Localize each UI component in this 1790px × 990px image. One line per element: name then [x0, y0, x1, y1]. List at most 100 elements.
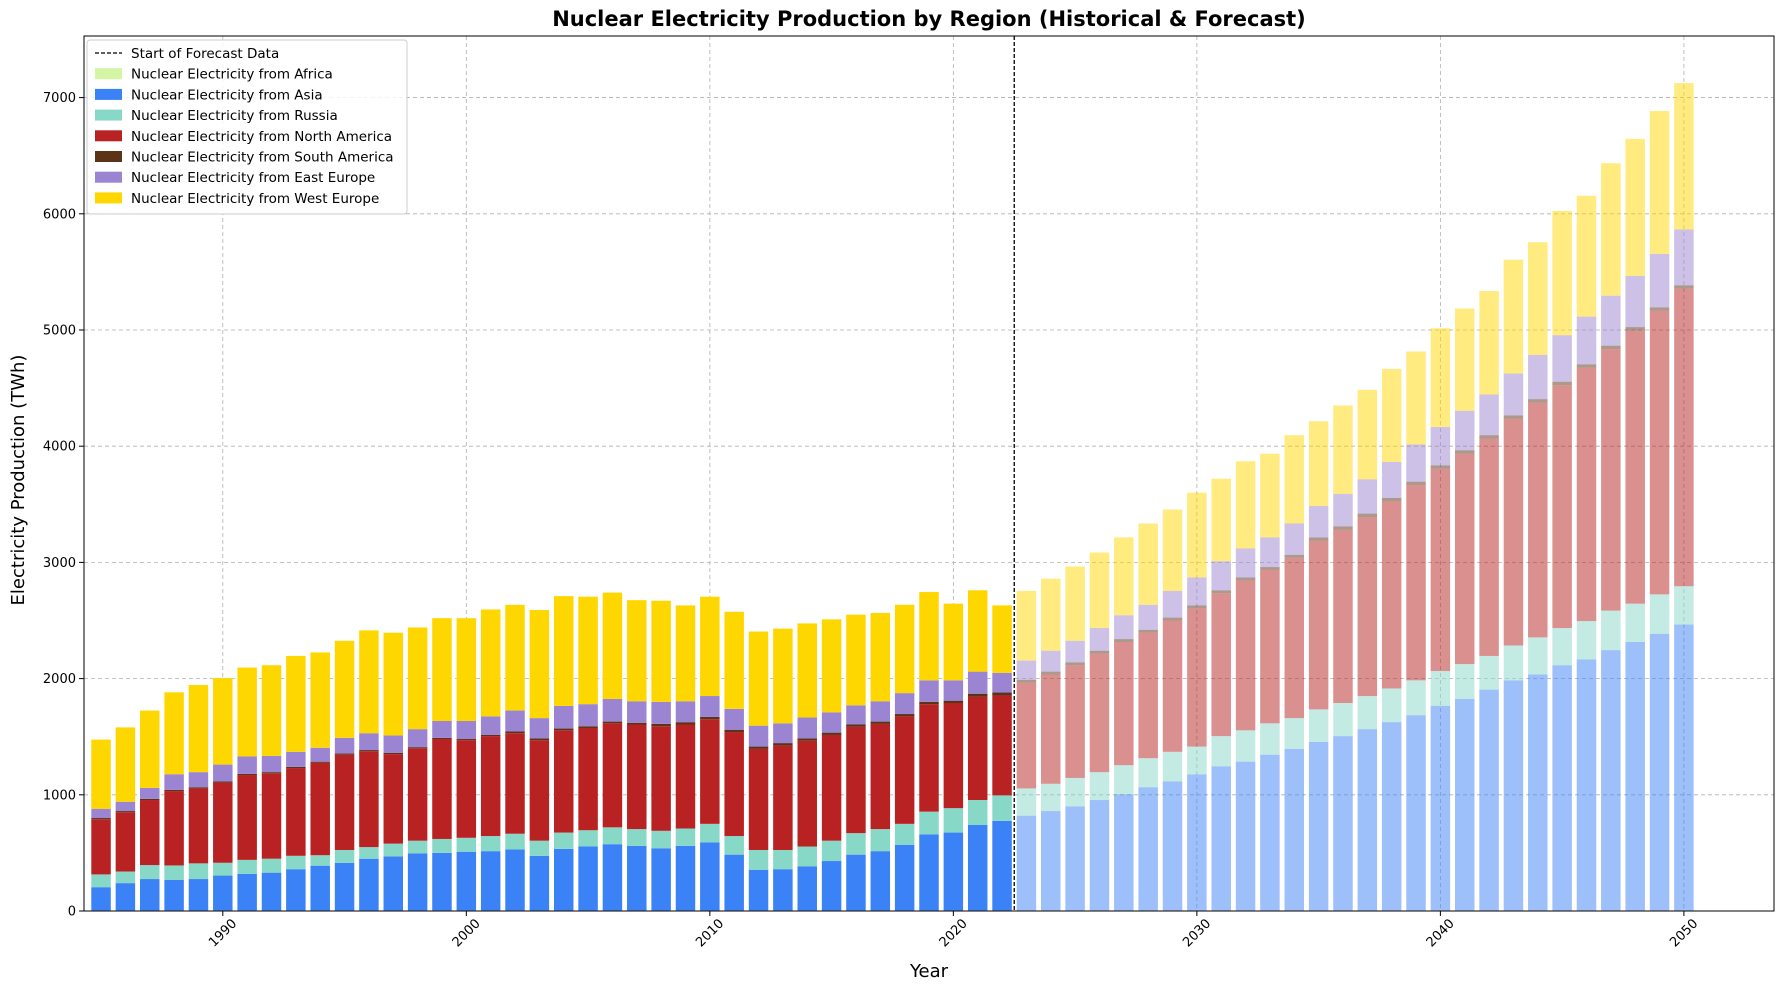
- bar-segment: [407, 747, 428, 749]
- bar-segment: [894, 823, 915, 845]
- legend: Start of Forecast Data Nuclear Electricit…: [86, 39, 408, 215]
- bar-segment: [432, 739, 452, 839]
- bar-segment: [1528, 399, 1548, 403]
- bar-segment: [480, 609, 501, 717]
- bar-segment: [1041, 650, 1061, 672]
- bar-segment: [602, 721, 623, 724]
- bar-segment: [1406, 444, 1426, 482]
- bar-segment: [1479, 689, 1499, 911]
- bar-segment: [1041, 578, 1061, 651]
- bar-segment: [529, 738, 550, 741]
- bar-segment: [943, 702, 964, 809]
- bar-segment: [1552, 381, 1572, 386]
- bar-segment: [602, 592, 623, 699]
- bar-segment: [237, 873, 257, 911]
- bar-segment: [578, 846, 598, 911]
- bar-segment: [359, 751, 379, 848]
- bar-segment: [1333, 526, 1353, 530]
- bar-segment: [724, 729, 744, 733]
- bar-segment: [505, 733, 525, 834]
- bar-segment: [1114, 765, 1134, 795]
- bar-segment: [432, 852, 452, 911]
- bar-segment: [773, 743, 793, 746]
- bar-segment: [1649, 307, 1670, 311]
- bar-segment: [894, 844, 915, 911]
- bar-segment: [724, 732, 744, 837]
- bar-segment: [1041, 671, 1061, 675]
- bar-segment: [1041, 674, 1061, 784]
- bar-segment: [188, 879, 209, 911]
- bar-segment: [1162, 620, 1183, 752]
- bar-segment: [1308, 537, 1329, 541]
- bar-segment: [1649, 110, 1670, 254]
- bar-segment: [748, 869, 769, 911]
- bar-segment: [870, 701, 891, 722]
- bar-segment: [870, 723, 891, 830]
- bar-segment: [115, 883, 136, 911]
- bar-segment: [651, 701, 671, 724]
- bar-segment: [1625, 138, 1645, 276]
- bar-segment: [1552, 210, 1572, 336]
- bar-segment: [359, 630, 379, 734]
- bar-segment: [213, 678, 233, 765]
- bar-segment: [992, 820, 1012, 911]
- bar-segment: [1065, 566, 1085, 641]
- bar-segment: [992, 672, 1012, 693]
- y-tick-label: 3000: [43, 556, 76, 571]
- bar-segment: [91, 874, 111, 888]
- bar-segment: [480, 851, 501, 911]
- bar-segment: [846, 854, 866, 911]
- bar-segment: [1089, 772, 1110, 801]
- bar-segment: [1235, 548, 1256, 578]
- bar-segment: [1357, 729, 1378, 911]
- bar-segment: [1333, 736, 1353, 911]
- bar-segment: [1454, 450, 1475, 454]
- bar-segment: [675, 722, 696, 725]
- bar-segment: [237, 859, 257, 874]
- bar-segment: [164, 791, 184, 866]
- bar-segment: [1479, 394, 1499, 436]
- bar-segment: [213, 875, 233, 911]
- bar-segment: [1406, 715, 1426, 911]
- bar-segment: [1016, 590, 1037, 661]
- bar-segment: [310, 762, 330, 856]
- bar-segment: [894, 604, 915, 694]
- bar-segment: [359, 733, 379, 751]
- bar-segment: [919, 592, 939, 681]
- bar-segment: [1528, 354, 1548, 400]
- bar-segment: [1576, 364, 1597, 368]
- bar-segment: [407, 748, 428, 841]
- bar-segment: [432, 721, 452, 738]
- bar-segment: [261, 772, 282, 774]
- bar-segment: [821, 732, 842, 735]
- bar-segment: [261, 773, 282, 859]
- bar-segment: [943, 700, 964, 703]
- bar-segment: [310, 865, 330, 911]
- legend-label: Nuclear Electricity from West Europe: [131, 191, 379, 207]
- bar-segment: [1162, 617, 1183, 621]
- bar-segment: [310, 747, 330, 762]
- bars: [91, 83, 1694, 911]
- x-axis-label: Year: [909, 961, 949, 982]
- bar-segment: [1430, 465, 1451, 469]
- bar-segment: [578, 830, 598, 847]
- bar-segment: [821, 861, 842, 911]
- bar-segment: [286, 751, 306, 767]
- bar-segment: [1260, 569, 1280, 724]
- legend-label-forecast: Start of Forecast Data: [131, 46, 279, 62]
- bar-segment: [748, 725, 769, 747]
- bar-segment: [1406, 680, 1426, 716]
- bar-segment: [1284, 523, 1305, 555]
- legend-swatch: [95, 151, 122, 162]
- bar-segment: [1016, 788, 1037, 816]
- bar-segment: [261, 872, 282, 911]
- bar-segment: [91, 819, 111, 875]
- bar-segment: [602, 723, 623, 828]
- bar-segment: [1041, 783, 1061, 812]
- bar-segment: [553, 596, 574, 706]
- bar-segment: [553, 730, 574, 833]
- bar-segment: [334, 737, 355, 754]
- bar-segment: [700, 596, 720, 697]
- bar-segment: [1260, 537, 1280, 568]
- bar-segment: [188, 863, 209, 880]
